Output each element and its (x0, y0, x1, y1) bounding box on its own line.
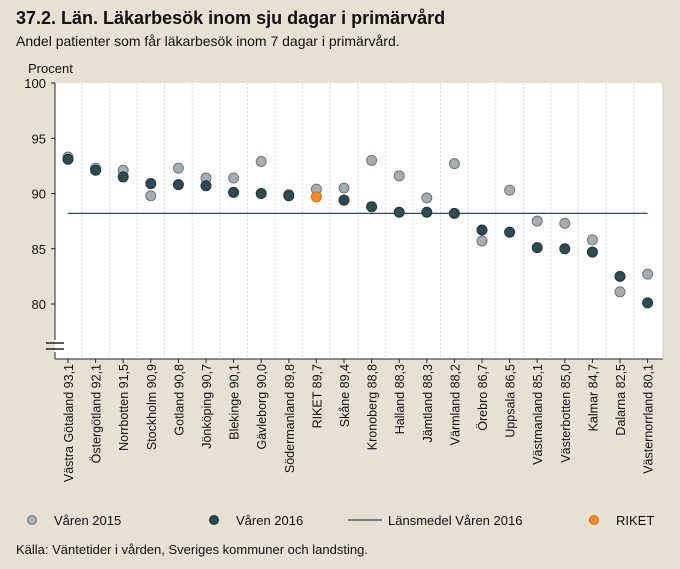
point-2016 (255, 188, 267, 199)
point-2015 (586, 234, 598, 246)
point-2015 (614, 286, 626, 298)
legend-swatch-riket (589, 515, 599, 525)
x-category-label: Gävleborg 90,0 (255, 364, 269, 450)
legend-label: Länsmedel Våren 2016 (388, 513, 522, 528)
x-category-label: Kronoberg 88,8 (366, 364, 380, 450)
point-2016 (393, 206, 405, 218)
legend-label: Våren 2015 (54, 513, 121, 528)
y-tick-label: 85 (32, 242, 46, 257)
point-2015 (145, 190, 157, 202)
point-2015 (448, 158, 460, 170)
x-category-label: Västerbotten 85,0 (559, 364, 573, 463)
x-category-label: Västmanland 85,1 (531, 364, 545, 465)
point-2015 (531, 215, 543, 227)
point-2015 (172, 162, 184, 174)
point-2016 (531, 242, 543, 254)
x-category-label: Skåne 89,4 (338, 364, 352, 427)
point-2016 (421, 206, 433, 218)
x-category-label: Örebro 86,7 (476, 364, 490, 431)
point-2016 (90, 164, 102, 176)
legend-label: RIKET (616, 513, 654, 528)
x-category-label: Gotland 90,8 (172, 364, 186, 436)
y-tick-label: 95 (32, 131, 46, 146)
legend-swatch-v2015 (27, 515, 37, 525)
point-2016 (448, 207, 460, 219)
point-2016 (172, 179, 184, 191)
x-category-label: Västernorrland 80,1 (642, 364, 656, 474)
point-riket (310, 191, 322, 203)
x-category-label: Stockholm 90,9 (145, 364, 159, 450)
point-2015 (228, 172, 240, 184)
point-2016 (559, 243, 571, 255)
y-tick-label: 80 (32, 297, 46, 312)
chart-subtitle: Andel patienter som får läkarbesök inom … (16, 33, 400, 49)
point-2016 (228, 186, 240, 198)
x-category-label: Kalmar 84,7 (586, 364, 600, 431)
x-category-label: Halland 88,3 (393, 364, 407, 434)
point-2016 (614, 270, 626, 282)
point-2016 (642, 297, 654, 309)
point-2016 (504, 226, 516, 238)
x-category-label: Västra Götaland 93,1 (62, 364, 76, 482)
point-2016 (283, 190, 295, 202)
point-2016 (366, 201, 378, 213)
plot-area (55, 83, 663, 359)
point-2016 (145, 178, 157, 190)
x-category-label: Norrbotten 91,5 (117, 364, 131, 451)
source-note: Källa: Väntetider i vården, Sveriges kom… (16, 542, 368, 557)
y-tick-label: 90 (32, 187, 46, 202)
point-2015 (338, 182, 350, 194)
point-2016 (200, 180, 212, 192)
point-2016 (338, 194, 350, 206)
x-category-label: Jämtland 88,3 (421, 364, 435, 443)
x-category-label: Östergötland 92,1 (90, 364, 104, 463)
y-axis-label: Procent (28, 61, 73, 76)
x-category-label: Jönköping 90,7 (200, 364, 214, 449)
point-2015 (504, 184, 516, 196)
point-2016 (62, 153, 74, 165)
x-category-label: Uppsala 86,5 (504, 364, 518, 438)
x-category-label: Blekinge 90,1 (228, 364, 242, 440)
point-2016 (117, 171, 129, 183)
x-category-label: Dalarna 82,5 (614, 364, 628, 436)
chart-title: 37.2. Län. Läkarbesök inom sju dagar i p… (16, 8, 446, 28)
legend-swatch-v2016 (209, 515, 219, 525)
point-2015 (366, 154, 378, 166)
point-2015 (421, 192, 433, 204)
point-2015 (476, 235, 488, 247)
point-2015 (642, 268, 654, 280)
point-2015 (255, 155, 267, 167)
point-2015 (559, 217, 571, 229)
x-category-label: Värmland 88,2 (448, 364, 462, 445)
legend-label: Våren 2016 (236, 513, 303, 528)
y-tick-label: 100 (24, 76, 46, 91)
point-2015 (393, 170, 405, 182)
point-2016 (476, 224, 488, 236)
x-category-label: Södermanland 89,8 (283, 364, 297, 473)
point-2016 (586, 246, 598, 258)
x-category-label: RIKET 89,7 (310, 364, 324, 428)
